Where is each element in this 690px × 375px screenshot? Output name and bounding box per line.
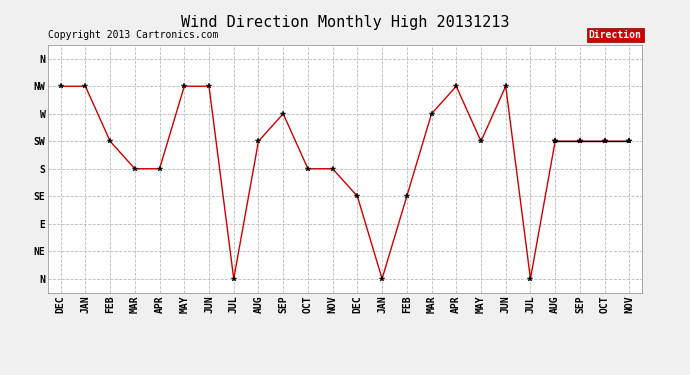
Text: Copyright 2013 Cartronics.com: Copyright 2013 Cartronics.com bbox=[48, 30, 219, 40]
Text: Direction: Direction bbox=[589, 30, 642, 40]
Text: Wind Direction Monthly High 20131213: Wind Direction Monthly High 20131213 bbox=[181, 15, 509, 30]
